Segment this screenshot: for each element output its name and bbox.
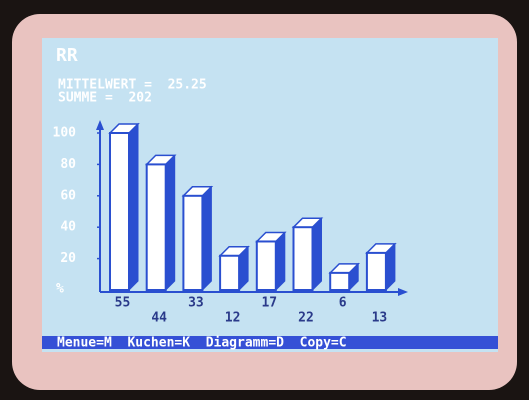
bar-side	[128, 122, 139, 292]
y-tick-label: 40	[60, 220, 76, 235]
x-axis-arrow	[398, 288, 408, 296]
y-axis-label: %	[56, 282, 64, 297]
bar	[329, 271, 351, 292]
stat-line: SUMME = 202	[58, 91, 152, 106]
bar	[182, 194, 204, 291]
stat-line: MITTELWERT = 25.25	[58, 78, 207, 93]
bar	[365, 251, 387, 292]
value-label: 44	[151, 311, 167, 326]
value-label: 22	[298, 311, 314, 326]
bar	[219, 254, 241, 291]
bar	[292, 226, 314, 291]
bar	[145, 163, 167, 291]
y-axis-arrow	[96, 120, 104, 130]
title: RR	[56, 45, 78, 66]
bar-side	[165, 154, 176, 292]
bar-side	[201, 185, 212, 292]
y-tick-label: 80	[60, 157, 76, 172]
y-tick-label: 20	[60, 251, 76, 266]
menu-text: Menue=M Kuchen=K Diagramm=D Copy=C	[57, 336, 347, 351]
value-label: 17	[261, 296, 277, 311]
y-tick-label: 100	[53, 126, 77, 141]
value-label: 13	[372, 311, 388, 326]
y-tick-label: 60	[60, 188, 76, 203]
bar	[109, 132, 130, 291]
value-label: 55	[115, 296, 131, 311]
value-label: 12	[225, 311, 241, 326]
value-label: 6	[339, 296, 347, 311]
bar	[255, 240, 277, 292]
bar-side	[312, 216, 322, 292]
value-label: 33	[188, 296, 204, 311]
menu-bar	[42, 336, 498, 349]
